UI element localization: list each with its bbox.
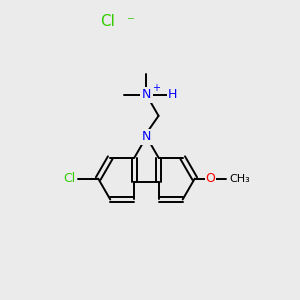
Text: ⁻: ⁻ xyxy=(127,14,135,29)
Text: CH₃: CH₃ xyxy=(229,174,250,184)
Text: +: + xyxy=(152,83,160,94)
Text: N: N xyxy=(142,130,151,143)
Text: O: O xyxy=(206,172,215,185)
Text: N: N xyxy=(142,88,151,101)
Text: H: H xyxy=(168,88,177,101)
Text: Cl: Cl xyxy=(63,172,76,185)
Text: Cl: Cl xyxy=(100,14,115,29)
